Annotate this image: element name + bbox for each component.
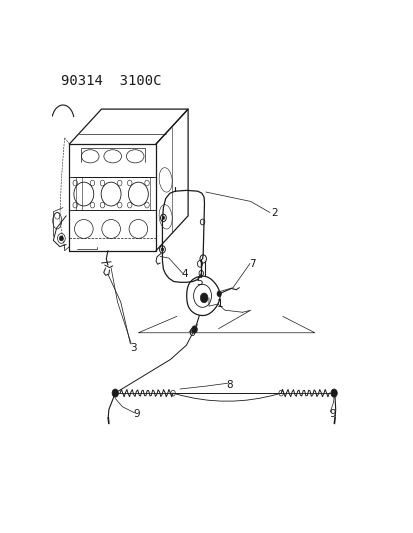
- Text: 3: 3: [130, 343, 137, 353]
- Circle shape: [112, 389, 118, 397]
- Text: 9: 9: [328, 409, 335, 418]
- Text: 4: 4: [181, 269, 188, 279]
- Circle shape: [161, 248, 163, 251]
- Text: 1: 1: [216, 299, 223, 309]
- Circle shape: [59, 236, 63, 241]
- Text: 2: 2: [271, 207, 278, 217]
- Text: 5: 5: [195, 277, 202, 287]
- Circle shape: [200, 293, 207, 303]
- Text: 6: 6: [188, 328, 194, 338]
- Circle shape: [216, 291, 221, 297]
- Text: 7: 7: [248, 259, 255, 269]
- Text: 90314  3100C: 90314 3100C: [61, 74, 161, 88]
- Circle shape: [191, 326, 197, 333]
- Circle shape: [330, 389, 337, 397]
- Circle shape: [162, 216, 164, 220]
- Text: 8: 8: [226, 380, 233, 390]
- Text: 9: 9: [133, 409, 140, 418]
